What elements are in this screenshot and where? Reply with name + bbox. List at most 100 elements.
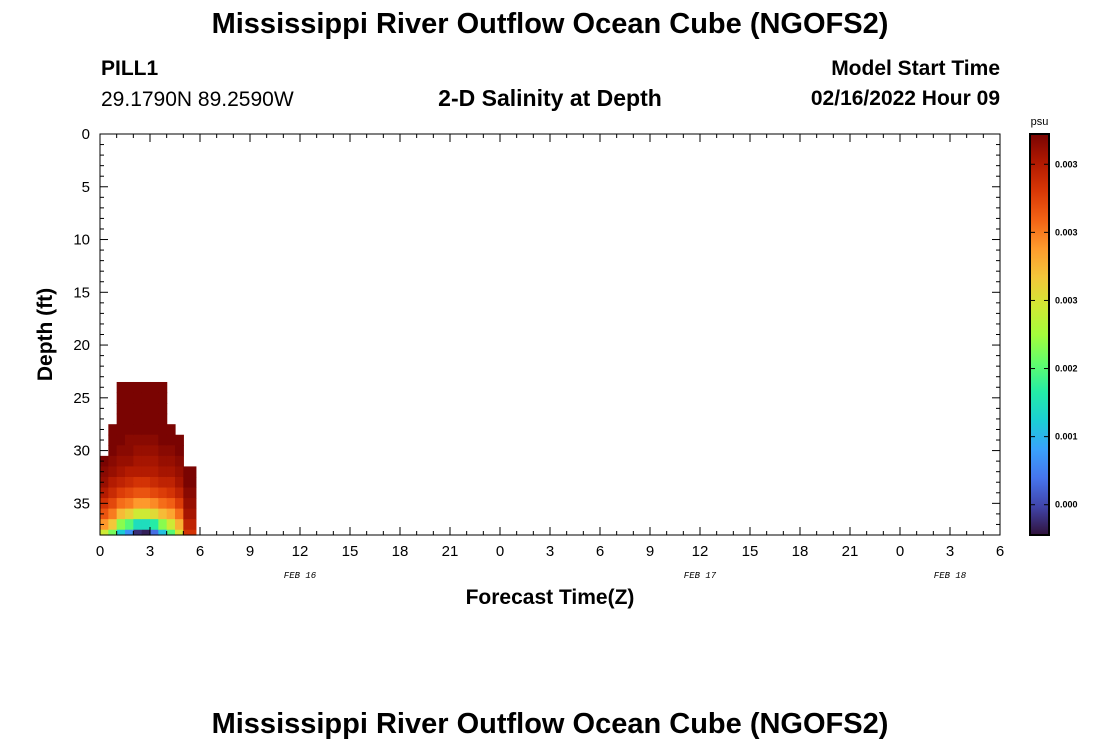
x-tick-label: 12 (692, 543, 709, 560)
y-tick-label: 35 (73, 495, 90, 512)
plot-area-frame (99, 133, 1001, 536)
salinity-cell (116, 455, 126, 468)
salinity-cell (108, 529, 118, 536)
colorbar-unit: psu (1031, 116, 1049, 128)
colorbar-ticks: 0.000 0.001 0.002 0.003 0.003 0.003 (1030, 159, 1078, 510)
salinity-cell (150, 403, 159, 415)
salinity-cell (175, 529, 184, 536)
salinity-cell (150, 519, 159, 531)
salinity-cell (108, 487, 118, 499)
salinity-cell (158, 381, 168, 394)
salinity-cell (125, 403, 134, 415)
salinity-cell (158, 476, 168, 489)
x-tick-label: 9 (246, 543, 254, 560)
y-tick-label: 0 (82, 126, 90, 143)
salinity-cell (141, 392, 151, 404)
x-tick-label: 6 (596, 543, 604, 560)
salinity-cell (175, 487, 184, 499)
salinity-cell (150, 455, 159, 468)
salinity-cell (116, 487, 126, 499)
salinity-cell (100, 476, 109, 489)
salinity-cell (116, 445, 126, 457)
salinity-cell (158, 445, 168, 457)
x-axis-title: Forecast Time(Z) (466, 586, 635, 609)
salinity-cell (133, 476, 143, 489)
salinity-cell (116, 381, 126, 394)
salinity-cell (125, 445, 134, 457)
salinity-cell (141, 466, 151, 478)
model-start-value: 02/16/2022 Hour 09 (810, 87, 1000, 110)
salinity-cell (150, 424, 159, 436)
salinity-cell (141, 508, 151, 520)
salinity-cell (158, 487, 168, 499)
date-label: FEB 18 (934, 571, 967, 581)
salinity-cell (150, 529, 159, 536)
salinity-cell (183, 519, 197, 531)
salinity-cell (116, 434, 126, 446)
salinity-cell (158, 413, 168, 425)
salinity-cell (133, 508, 143, 520)
salinity-cell (125, 508, 134, 520)
salinity-cell (125, 498, 134, 510)
salinity-cell (158, 529, 168, 536)
colorbar-tick-label: 0.001 (1055, 432, 1078, 442)
salinity-cell (158, 519, 168, 531)
salinity-cell (100, 519, 109, 531)
salinity-cell (175, 445, 184, 457)
salinity-cell (116, 466, 126, 478)
salinity-cell (141, 434, 151, 446)
salinity-cell (158, 434, 168, 446)
salinity-cell (133, 455, 143, 468)
salinity-cell (141, 455, 151, 468)
y-tick-label: 30 (73, 443, 90, 460)
salinity-cell (158, 403, 168, 415)
x-tick-label: 0 (496, 543, 504, 560)
salinity-cell (183, 498, 197, 510)
salinity-cell (166, 529, 176, 536)
salinity-cell (175, 519, 184, 531)
salinity-cell (141, 445, 151, 457)
salinity-cell (133, 529, 143, 536)
salinity-cell (108, 434, 118, 446)
salinity-cell (158, 424, 168, 436)
salinity-cell (125, 392, 134, 404)
salinity-cell (125, 424, 134, 436)
date-label: FEB 17 (684, 571, 717, 581)
salinity-cell (141, 529, 151, 536)
salinity-depth-chart: 0 3 6 9 12 15 18 21 0 3 6 9 12 15 18 21 0 3 6 FEB 16 FEB 17 F… (34, 116, 1078, 609)
salinity-cell (108, 498, 118, 510)
salinity-cell (141, 498, 151, 510)
x-tick-label: 18 (392, 543, 409, 560)
salinity-cell (108, 424, 118, 436)
salinity-cell (150, 434, 159, 446)
x-tick-label: 3 (946, 543, 954, 560)
salinity-cell (116, 424, 126, 436)
salinity-cell (175, 498, 184, 510)
salinity-cell (100, 529, 109, 536)
salinity-cell (116, 529, 126, 536)
salinity-cell (150, 498, 159, 510)
salinity-cell (183, 487, 197, 499)
salinity-cell (133, 519, 143, 531)
salinity-cell (158, 455, 168, 468)
salinity-cell (158, 392, 168, 404)
salinity-cell (150, 445, 159, 457)
salinity-cell (133, 403, 143, 415)
station-coordinates: 29.1790N 89.2590W (101, 88, 294, 111)
y-axis: 0 5 10 15 20 25 30 35 (73, 126, 1000, 536)
salinity-cell (141, 424, 151, 436)
salinity-cell (150, 508, 159, 520)
y-tick-label: 5 (82, 179, 90, 196)
colorbar: psu 0.000 0.001 0.002 0.003 0.003 0.003 (1029, 116, 1078, 536)
x-tick-label: 18 (792, 543, 809, 560)
salinity-cell (133, 434, 143, 446)
salinity-cell (133, 424, 143, 436)
salinity-cell (166, 424, 176, 436)
salinity-cell (183, 529, 197, 536)
salinity-cell (125, 529, 134, 536)
salinity-cell (175, 466, 184, 478)
y-tick-label: 15 (73, 284, 90, 301)
salinity-cell (100, 466, 109, 478)
salinity-cell (141, 403, 151, 415)
salinity-cell (125, 476, 134, 489)
